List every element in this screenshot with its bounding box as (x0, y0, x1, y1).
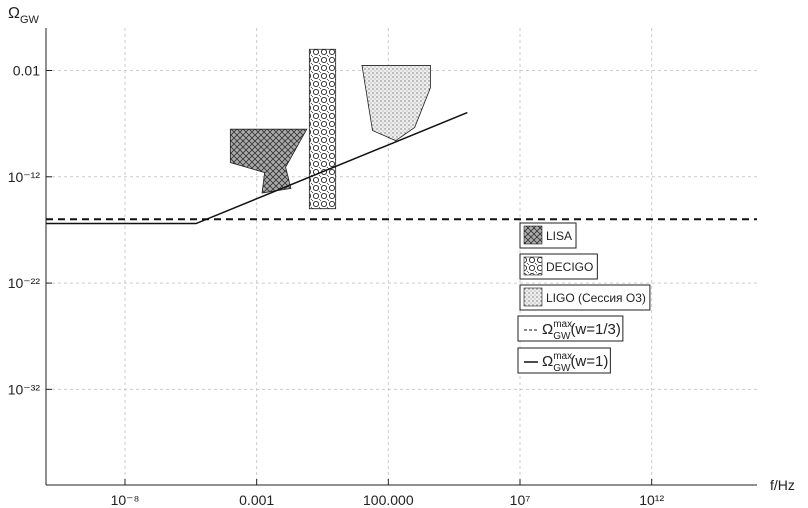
y-label-sub: GW (20, 14, 40, 26)
legend-entry: DECIGO (523, 256, 593, 276)
legend-label-tail: (w=1/3) (570, 321, 620, 338)
legend-box (517, 315, 624, 342)
x-tick-label: 0.001 (239, 492, 274, 508)
legend-label: Ωmax GW(w=1) (542, 351, 608, 374)
y-tick-label: 0.01 (13, 63, 40, 79)
legend-label: LIGO (Сессия O3) (546, 291, 646, 305)
x-axis-label: f/Hz (770, 477, 795, 493)
legend-entry: LIGO (Сессия O3) (523, 287, 646, 307)
series-line (46, 111, 468, 225)
legend-label: Ωmax GW(w=1/3) (542, 319, 621, 342)
x-tick-label: 10⁷ (510, 492, 531, 508)
legend-label: DECIGO (546, 260, 593, 274)
y-tick-label: 10⁻¹² (8, 169, 41, 185)
legend-swatch (523, 287, 543, 307)
y-tick-label: 10⁻³² (8, 381, 41, 397)
legend-label-sub: GW (553, 331, 571, 342)
legend-entry: Ωmax GW(w=1/3) (524, 319, 621, 342)
y-tick-label: 10⁻²² (8, 275, 41, 291)
legend-swatch (523, 256, 543, 276)
x-tick-label: 100.000 (363, 492, 414, 508)
legend-label-base: Ω (542, 353, 553, 370)
region (308, 48, 337, 210)
legend-entry: LISA (523, 225, 572, 245)
legend-label-sup: max (553, 351, 572, 362)
legend-label: LISA (546, 229, 572, 243)
legend-entry: Ωmax GW(w=1) (524, 351, 608, 374)
legend-swatch (523, 225, 543, 245)
x-tick-label: 10⁻⁸ (111, 492, 140, 508)
legend-label-base: Ω (542, 321, 553, 338)
y-label-base: Ω (8, 5, 20, 22)
legend-label-sub: GW (553, 363, 571, 374)
region (361, 65, 431, 142)
y-axis-label: ΩGW (8, 5, 40, 26)
legend-label-tail: (w=1) (570, 353, 608, 370)
legend-box (517, 347, 611, 374)
legend-label-sup: max (553, 319, 572, 330)
x-tick-label: 10¹² (639, 492, 664, 508)
